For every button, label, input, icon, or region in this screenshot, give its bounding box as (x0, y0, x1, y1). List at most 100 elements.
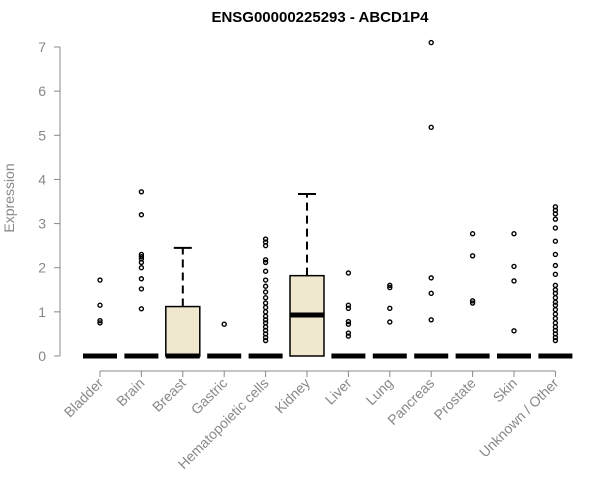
y-tick-label: 6 (38, 83, 46, 99)
outlier-point (428, 124, 434, 131)
outlier-point (511, 278, 517, 284)
box-pancreas (414, 39, 449, 359)
outlier-point (387, 282, 393, 289)
outlier-point (262, 268, 269, 274)
boxes-layer (83, 39, 573, 359)
outlier-point (428, 39, 434, 46)
outlier-point (97, 320, 103, 326)
y-tick-label: 2 (38, 260, 46, 276)
outlier-point (262, 309, 269, 315)
outlier-point (138, 276, 145, 282)
outlier-point (552, 295, 559, 301)
outlier-point (138, 189, 145, 195)
outlier-point (262, 257, 269, 263)
x-tick-label: Bladder (61, 375, 107, 421)
box-liver (331, 270, 366, 359)
outlier-point (387, 284, 393, 291)
x-tick-label: Kidney (272, 375, 314, 417)
outlier-point (552, 282, 559, 289)
outlier-point (262, 259, 269, 266)
outlier-point (552, 306, 559, 313)
box-breast (165, 246, 201, 359)
y-tick-label: 0 (38, 348, 46, 364)
outlier-point (552, 204, 559, 210)
outlier-point (469, 300, 476, 306)
x-tick-label: Brain (113, 375, 147, 409)
outlier-point (387, 319, 393, 325)
outlier-point (552, 287, 559, 293)
outlier-point (345, 302, 352, 308)
chart-title: ENSG00000225293 - ABCD1P4 (211, 9, 429, 26)
x-tick-label: Unknown / Other (476, 375, 562, 461)
y-tick-label: 3 (38, 216, 46, 232)
outlier-point (552, 238, 559, 244)
outlier-point (138, 212, 145, 218)
outlier-point (387, 305, 393, 312)
box-skin (497, 231, 531, 359)
outlier-point (511, 263, 517, 270)
outlier-point (138, 306, 145, 312)
y-axis-label: Expression (1, 163, 17, 232)
outlier-point (262, 337, 269, 344)
outlier-point (97, 302, 103, 308)
outlier-point (552, 251, 559, 258)
outlier-point (262, 313, 269, 319)
x-tick-label: Prostate (431, 375, 479, 423)
outlier-point (345, 321, 352, 327)
outlier-point (552, 302, 559, 308)
outlier-point (345, 333, 352, 339)
outlier-point (552, 271, 559, 278)
outlier-point (552, 337, 559, 344)
box-hematopoietic-cells (248, 236, 283, 359)
outlier-point (428, 275, 434, 281)
outlier-point (511, 231, 517, 237)
box-bladder (83, 277, 117, 359)
x-tick-label: Liver (322, 375, 355, 408)
box-body (165, 305, 201, 357)
outlier-point (262, 304, 269, 311)
box-prostate (455, 231, 490, 359)
box-gastric (207, 321, 242, 359)
outlier-point (552, 299, 559, 305)
outlier-point (511, 328, 517, 334)
outlier-point (552, 320, 559, 326)
x-tick-label: Lung (363, 375, 396, 408)
y-tick-label: 4 (38, 171, 46, 187)
outlier-point (345, 330, 352, 336)
outlier-point (262, 289, 269, 295)
outlier-point (552, 225, 559, 231)
outlier-point (138, 251, 145, 258)
outlier-point (345, 305, 352, 312)
x-tick-label: Skin (490, 375, 521, 406)
outlier-point (97, 317, 103, 324)
outlier-point (552, 262, 559, 269)
outlier-point (97, 277, 103, 283)
outlier-point (262, 300, 269, 306)
outlier-point (469, 253, 476, 259)
outlier-point (262, 277, 269, 283)
y-tick-label: 7 (38, 39, 46, 55)
outlier-point (262, 239, 269, 245)
outlier-point (138, 253, 145, 260)
outlier-point (262, 295, 269, 301)
box-unknown-other (538, 204, 573, 359)
outlier-point (552, 311, 559, 317)
outlier-point (552, 216, 559, 222)
box-kidney (289, 192, 325, 357)
y-axis: 0 1 2 3 4 5 6 7 (38, 39, 61, 364)
outlier-point (428, 317, 434, 323)
outlier-point (138, 265, 145, 271)
y-tick-label: 5 (38, 127, 46, 143)
x-tick-label: Breast (149, 375, 189, 415)
outlier-point (345, 270, 352, 276)
box-lung (372, 282, 407, 359)
y-tick-label: 1 (38, 304, 46, 320)
outlier-point (262, 283, 269, 289)
outlier-point (221, 321, 227, 327)
outlier-point (138, 286, 145, 292)
outlier-point (469, 231, 476, 237)
outlier-point (345, 318, 352, 325)
outlier-point (552, 315, 559, 322)
